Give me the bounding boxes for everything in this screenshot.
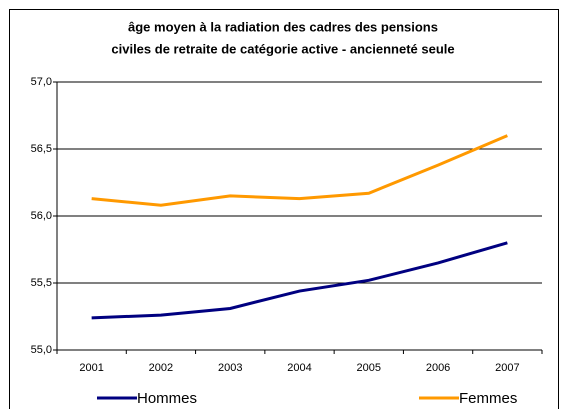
chart-title: âge moyen à la radiation des cadres des … bbox=[128, 19, 438, 34]
series-line bbox=[91, 134, 508, 207]
y-tick-label: 56,0 bbox=[31, 210, 52, 222]
x-tick-label: 2004 bbox=[287, 362, 311, 374]
y-tick-label: 55,5 bbox=[31, 277, 52, 289]
x-tick-label: 2003 bbox=[218, 362, 242, 374]
y-tick-label: 56,5 bbox=[31, 143, 52, 155]
x-tick-label: 2007 bbox=[495, 362, 519, 374]
x-tick-label: 2005 bbox=[357, 362, 381, 374]
y-tick-label: 55,0 bbox=[31, 344, 52, 356]
legend-label: Femmes bbox=[459, 390, 517, 407]
x-tick-label: 2001 bbox=[79, 362, 103, 374]
series-line bbox=[91, 241, 508, 320]
x-tick-label: 2006 bbox=[426, 362, 450, 374]
chart-frame bbox=[9, 9, 559, 409]
y-tick-label: 57,0 bbox=[31, 76, 52, 88]
legend-label: Hommes bbox=[137, 390, 197, 407]
x-tick-label: 2002 bbox=[149, 362, 173, 374]
chart-title: civiles de retraite de catégorie active … bbox=[111, 41, 454, 56]
